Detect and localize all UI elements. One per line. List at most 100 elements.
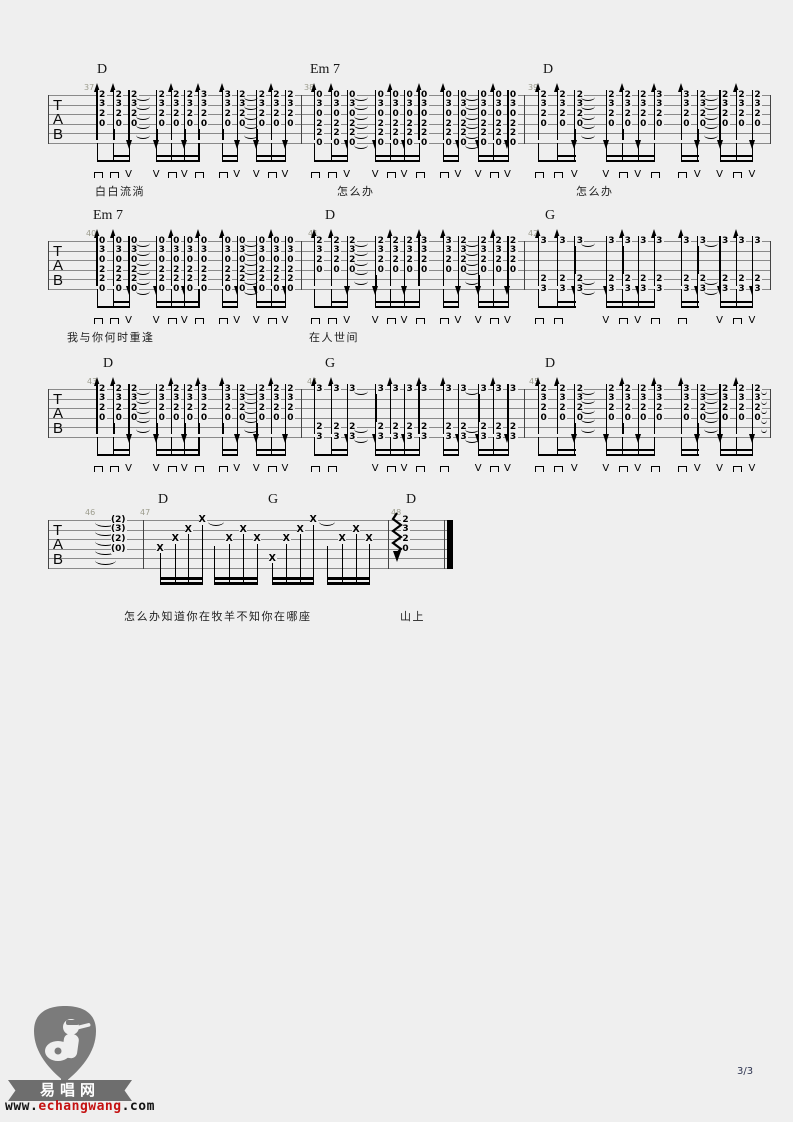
- tab-fret-number: 3: [720, 393, 730, 404]
- tab-fret-number: 3: [638, 235, 648, 246]
- note-stem: [368, 543, 370, 585]
- tab-fret-number: 0: [185, 283, 195, 294]
- strum-arrow-down: [128, 384, 130, 434]
- tab-fret-number: 0: [285, 412, 295, 423]
- note-stem: [346, 437, 348, 456]
- tie-arc: [243, 248, 258, 257]
- tab-fret-number-tied: (2): [111, 534, 127, 544]
- beam: [375, 159, 421, 162]
- tab-fret-number: 2: [638, 383, 648, 394]
- downstroke-symbol: [219, 172, 229, 178]
- tie-arc: [135, 387, 150, 395]
- tie-arc: [761, 415, 767, 424]
- strum-arrow-down: [605, 90, 608, 140]
- tab-fret-number: 0: [508, 137, 518, 148]
- tab-fret-number: 2: [557, 274, 567, 285]
- downstroke-symbol: [535, 172, 545, 178]
- tab-fret-number: 3: [698, 283, 708, 294]
- tab-fret-number: 0: [332, 109, 342, 119]
- staff-line: [48, 408, 770, 410]
- tab-fret-number: 2: [419, 128, 429, 139]
- tab-fret-number: 0: [347, 89, 357, 100]
- tab-clef-letter: T: [53, 390, 63, 408]
- tie-arc: [135, 406, 150, 414]
- note-stem: [507, 289, 509, 308]
- tab-fret-number: 2: [171, 403, 181, 413]
- tab-fret-number: 0: [419, 137, 429, 148]
- upstroke-symbol: V: [634, 314, 642, 326]
- strum-arrow-down: [719, 236, 721, 286]
- strum-arrow-down: [574, 90, 576, 140]
- upstroke-symbol: V: [281, 314, 289, 326]
- strum-arrow-down-head: [253, 140, 260, 149]
- tab-fret-number: 2: [753, 89, 763, 100]
- tab-fret-number: 2: [332, 255, 342, 265]
- tab-fret-number: 2: [332, 128, 342, 139]
- tab-fret-number: 0: [638, 412, 648, 423]
- tab-fret-number: 0: [199, 255, 209, 265]
- strum-arrow-up: [113, 92, 115, 140]
- note-stem: [270, 143, 272, 162]
- downstroke-symbol: [415, 466, 425, 472]
- beam: [256, 300, 287, 303]
- strum-arrow-down: [507, 90, 509, 140]
- strum-arrow-down: [284, 90, 287, 140]
- tab-fret-number: 3: [444, 235, 454, 246]
- upstroke-symbol: V: [474, 168, 482, 180]
- strum-arrow-up: [270, 386, 273, 434]
- upstroke-symbol: V: [233, 168, 241, 180]
- arpeggio-down-icon: [391, 512, 403, 562]
- tab-fret-number: 2: [539, 89, 549, 100]
- beam: [478, 154, 509, 157]
- beam: [443, 159, 460, 162]
- tab-fret-number: 0: [332, 89, 342, 100]
- measure-number: 47: [140, 508, 151, 517]
- beam: [96, 305, 130, 308]
- tab-fret-number: 3: [157, 393, 167, 404]
- site-logo: [26, 1003, 104, 1089]
- tab-fret-number: 3: [459, 245, 469, 256]
- beam: [478, 448, 509, 451]
- downstroke-symbol: [490, 172, 500, 178]
- downstroke-symbol: [440, 172, 450, 178]
- tab-fret-number: 2: [681, 109, 691, 119]
- upstroke-symbol: V: [125, 462, 132, 474]
- guitar-pick-logo-icon: [34, 1006, 96, 1082]
- note-stem: [653, 437, 655, 456]
- downstroke-symbol: [387, 172, 397, 178]
- tie-arc: [243, 121, 258, 130]
- tab-fret-number: 0: [157, 255, 167, 265]
- tie-arc: [581, 131, 596, 139]
- tab-fret-number: 3: [606, 99, 616, 110]
- note-stem: [404, 289, 406, 308]
- strum-arrow-up-head: [110, 377, 117, 386]
- tab-fret-number: 3: [638, 283, 648, 294]
- chord-label: G: [325, 356, 336, 371]
- upstroke-symbol: V: [180, 462, 188, 474]
- tab-fret-number: 3: [681, 235, 691, 246]
- tab-fret-number: 2: [479, 118, 489, 129]
- lyric-line: 山上: [400, 610, 425, 623]
- note-stem: [574, 437, 576, 456]
- note-stem: [404, 437, 406, 456]
- tab-fret-number: 0: [332, 137, 342, 148]
- strum-arrow-up-head: [489, 229, 496, 238]
- tab-fret-number: 2: [257, 383, 267, 394]
- strum-arrow-down: [375, 384, 377, 434]
- upstroke-symbol: V: [716, 462, 723, 474]
- tie-arc: [465, 435, 480, 443]
- tie-arc: [353, 239, 368, 247]
- note-stem: [300, 534, 302, 585]
- staff-line: [48, 398, 770, 400]
- strum-arrow-down-head: [454, 286, 461, 295]
- note-stem: [184, 143, 186, 162]
- tie-arc: [465, 425, 480, 433]
- upstroke-symbol: V: [343, 168, 351, 180]
- tab-fret-number: 0: [419, 109, 429, 119]
- strum-arrow-down: [346, 90, 349, 140]
- tab-fret-number: 0: [508, 89, 518, 100]
- tie-arc: [135, 102, 150, 111]
- tab-fret-number: 3: [698, 99, 708, 110]
- tab-fret-number-tied: (3): [111, 524, 127, 535]
- tab-fret-number: 3: [654, 283, 664, 294]
